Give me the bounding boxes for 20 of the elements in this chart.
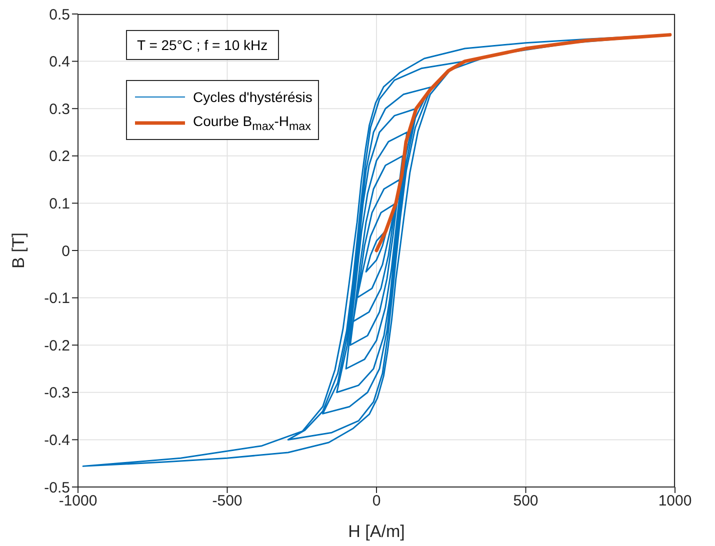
y-axis-title: B [T]	[9, 232, 28, 268]
x-tick-label: 500	[513, 492, 538, 510]
x-tick-label: 0	[372, 492, 381, 510]
annotation: T = 25°C ; f = 10 kHz	[126, 30, 279, 60]
y-tick-label: 0.3	[49, 100, 70, 118]
y-tick-label: 0.1	[49, 196, 70, 213]
y-tick-label: 0.5	[49, 6, 70, 24]
y-tick-label: 0	[62, 242, 70, 260]
legend-label: Courbe B$_{max}$-H$_{max}$	[193, 113, 311, 133]
x-tick-label: -500	[212, 492, 242, 510]
y-tick-label: 0.4	[49, 54, 70, 71]
legend-label: Cycles d'hystérésis	[193, 89, 312, 105]
line-series	[374, 33, 672, 252]
x-axis-title: H [A/m]	[348, 522, 405, 541]
x-tick-label: 1000	[658, 492, 692, 510]
y-tick-label: -0.2	[44, 337, 70, 354]
y-tick-label: -0.4	[44, 432, 70, 450]
y-tick-label: -0.3	[44, 384, 70, 402]
y-tick-label: 0.2	[49, 148, 70, 166]
y-tick-label: -0.1	[44, 290, 70, 308]
